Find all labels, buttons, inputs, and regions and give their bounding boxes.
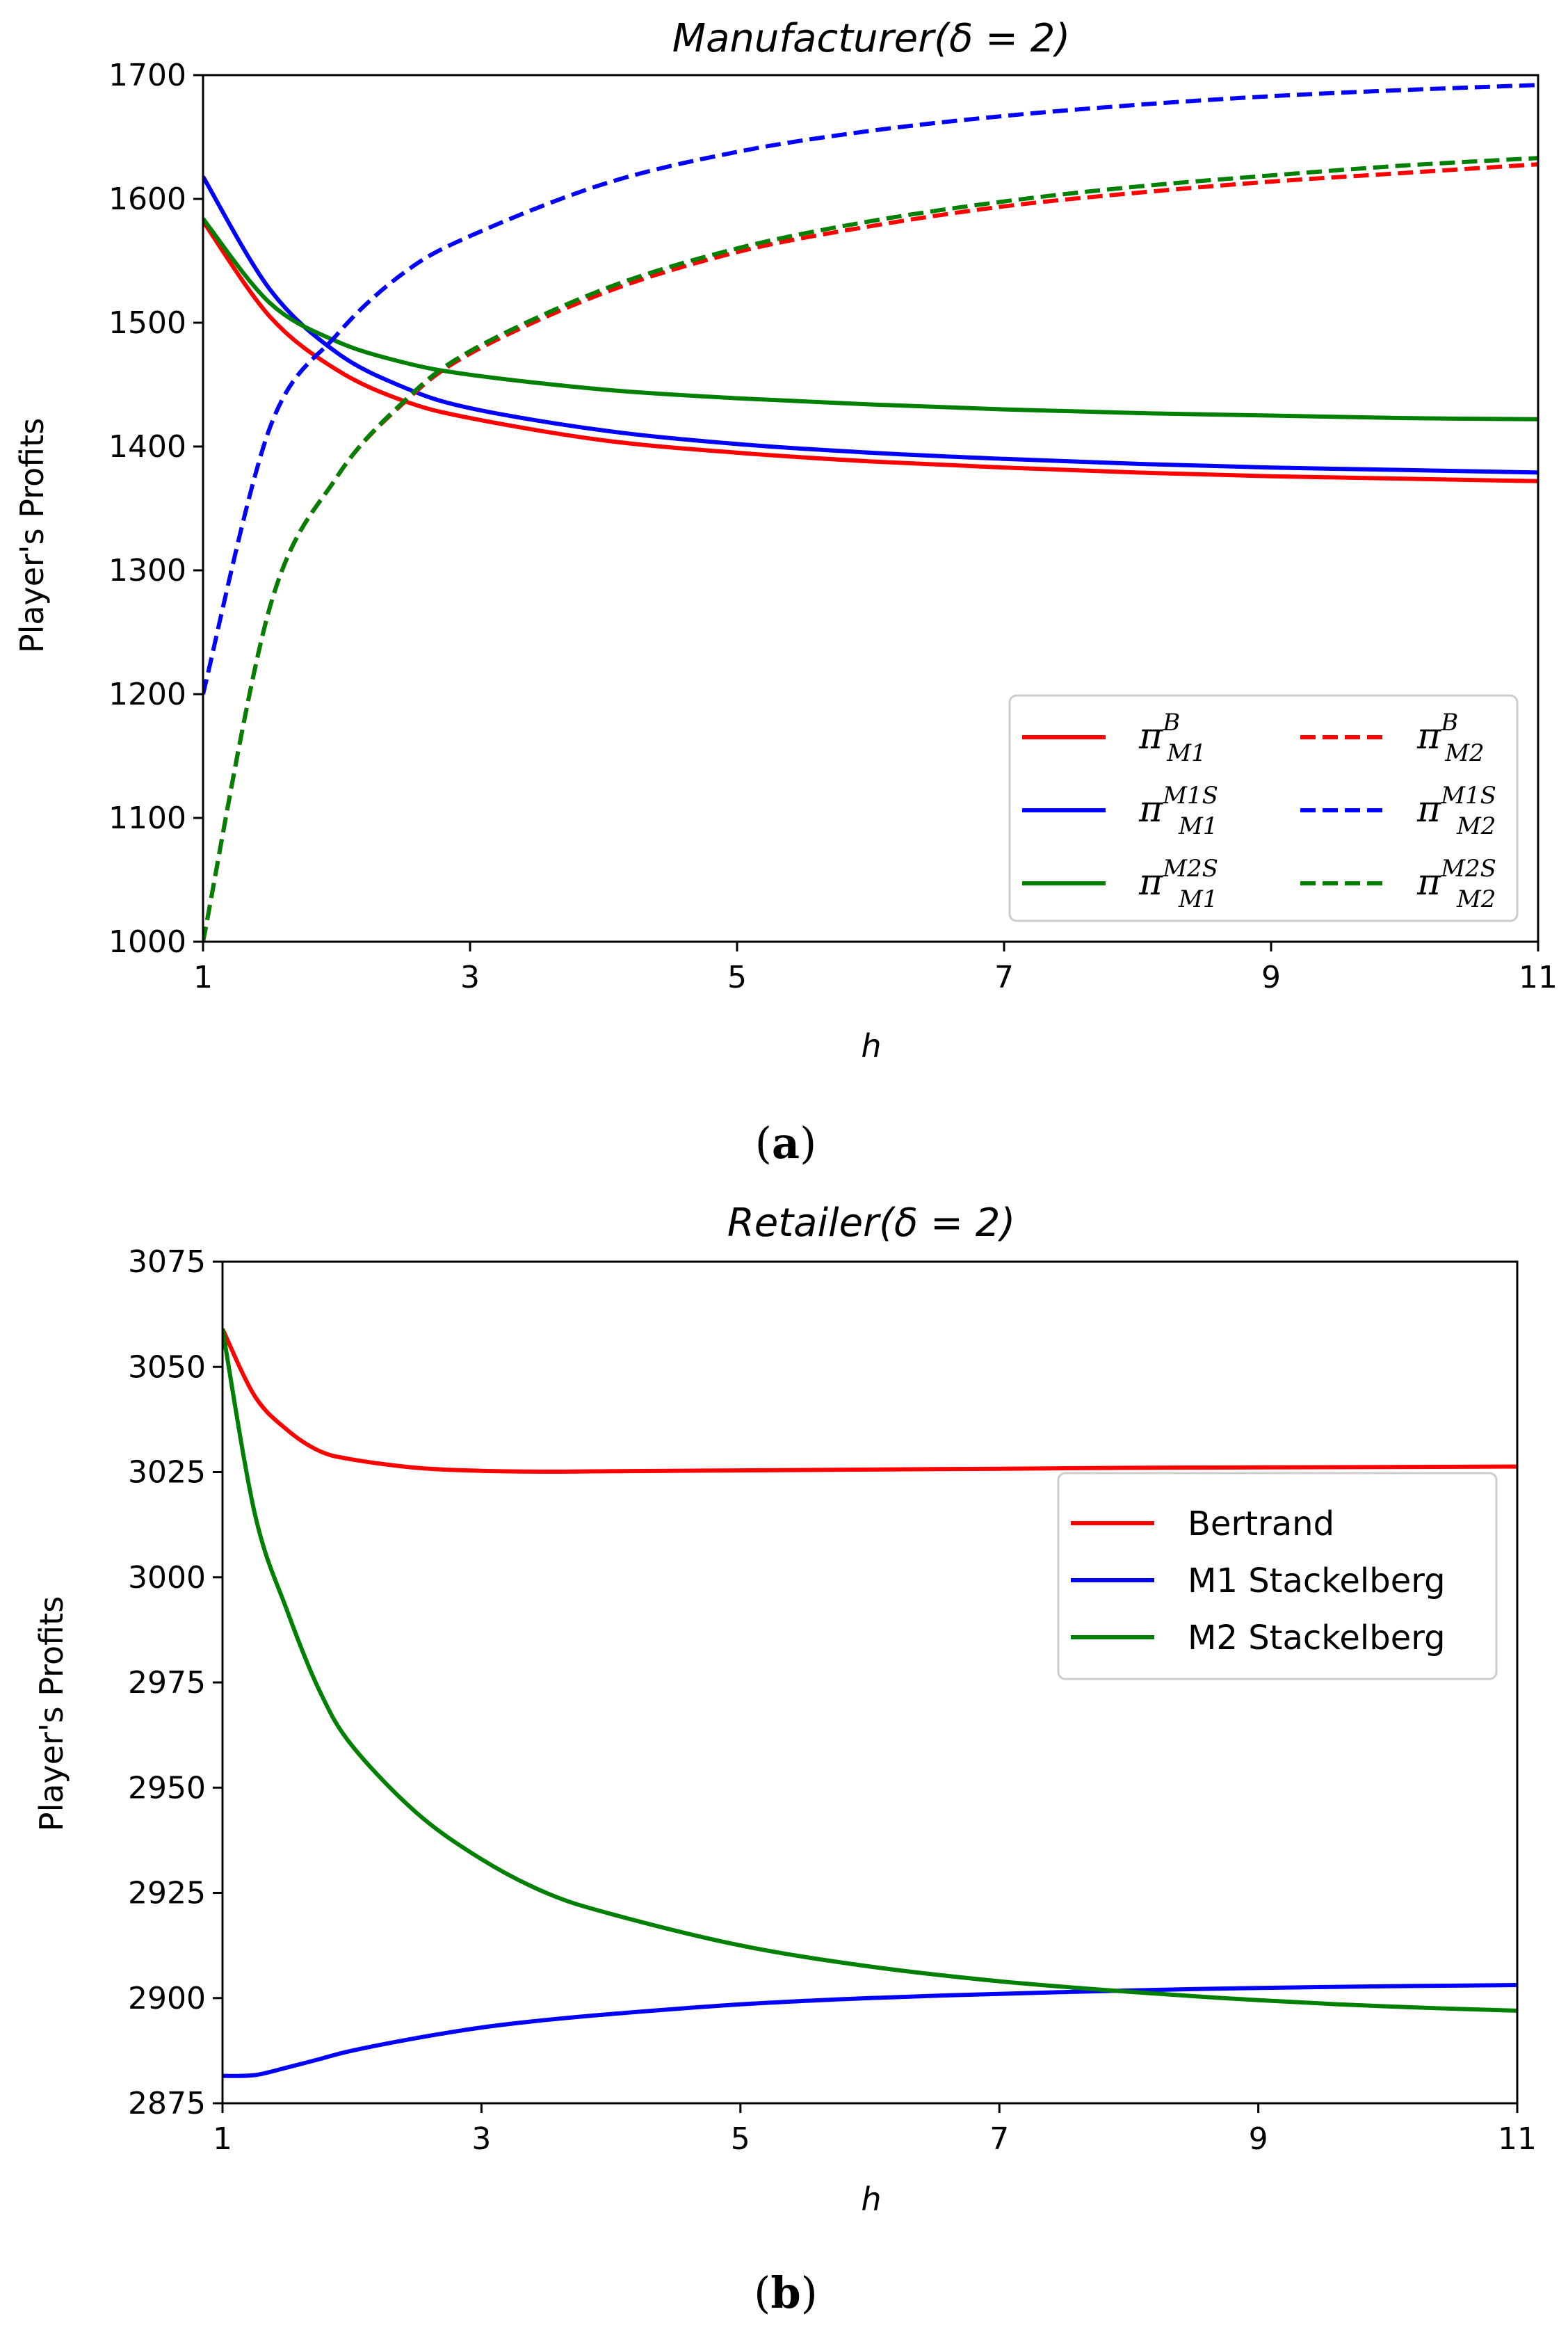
series-line-b-3 <box>223 1328 1517 2013</box>
y-tick-label: 2900 <box>128 1981 206 2016</box>
y-tick-label: 3025 <box>128 1455 206 1491</box>
y-tick-label: 1500 <box>108 305 186 341</box>
legend-label: M1 Stackelberg <box>1188 1561 1446 1600</box>
axes-frame <box>202 74 1539 943</box>
series-group <box>203 83 1538 942</box>
panel-b: Retailer(δ = 2) 1 3 5 7 9 11 2875 2900 2925 2950 2… <box>33 1200 1537 2318</box>
x-tick-label: 3 <box>460 960 480 995</box>
series-line-a-6 <box>203 156 1538 942</box>
series-line-a-2 <box>203 175 1538 475</box>
x-tick-label: 3 <box>471 2121 491 2157</box>
y-axis-label-b: Player's Profits <box>33 1596 70 1831</box>
y-tick-label: 2925 <box>128 1876 206 1911</box>
legend-a: πB M1 πM1S M1 πM2S M1 πB M2 πM1S M2 πM2S M2 <box>1008 694 1519 922</box>
y-tick-label: 1000 <box>108 924 186 960</box>
y-tick-label: 1200 <box>108 677 186 712</box>
x-tick-label: 1 <box>193 960 213 995</box>
x-axis-label-a: h <box>861 1027 881 1065</box>
legend-label: πB M2 <box>1416 709 1485 767</box>
x-tick-label: 9 <box>1249 2121 1268 2157</box>
x-tick-label: 11 <box>1519 960 1558 995</box>
legend-b: Bertrand M1 Stackelberg M2 Stackelberg <box>1057 1472 1498 1680</box>
y-tick-label: 1100 <box>108 801 186 836</box>
plot-area-a: 1 3 5 7 9 11 1000 1100 1200 1300 1400 1500 1600 1700 <box>108 58 1558 995</box>
x-tick-label: 9 <box>1261 960 1281 995</box>
series-line-b-2 <box>223 1983 1517 2078</box>
x-tick-label: 7 <box>994 960 1014 995</box>
y-tick-label: 1600 <box>108 182 186 217</box>
series-line-a-3 <box>203 217 1538 421</box>
series-line-b-1 <box>223 1328 1517 1474</box>
plot-area-b: 1 3 5 7 9 11 2875 2900 2925 2950 2975 3000 3025 3050 3… <box>128 1244 1537 2157</box>
x-tick-label: 1 <box>213 2121 232 2157</box>
y-tick-label: 3000 <box>128 1560 206 1596</box>
x-tick-label: 5 <box>731 2121 750 2157</box>
series-line-a-1 <box>203 220 1538 483</box>
y-tick-label: 3050 <box>128 1349 206 1385</box>
legend-label: M2 Stackelberg <box>1188 1618 1446 1657</box>
series-line-a-5 <box>203 83 1538 695</box>
legend-label: πM1S M1 <box>1138 782 1218 840</box>
legend-frame <box>1008 694 1519 922</box>
panel-label-a: (a) <box>755 1118 817 1168</box>
series-group <box>223 1328 1517 2078</box>
y-tick-label: 1300 <box>108 553 186 588</box>
chart-title-b: Retailer(δ = 2) <box>727 1200 1015 1246</box>
y-tick-label: 2950 <box>128 1770 206 1806</box>
panel-label-b: (b) <box>754 2267 818 2318</box>
y-axis-label-a: Player's Profits <box>13 418 51 653</box>
y-tick-label: 3075 <box>128 1244 206 1280</box>
x-tick-label: 7 <box>989 2121 1009 2157</box>
legend-label: Bertrand <box>1188 1504 1334 1543</box>
y-tick-label: 2975 <box>128 1665 206 1701</box>
legend-frame <box>1057 1472 1498 1680</box>
y-tick-label: 2875 <box>128 2086 206 2121</box>
y-tick-label: 1400 <box>108 429 186 465</box>
axes-frame <box>221 1260 1519 2105</box>
x-tick-label: 11 <box>1498 2121 1537 2157</box>
y-tick-label: 1700 <box>108 58 186 93</box>
panel-a: Manufacturer(δ = 2) 1 3 5 7 9 111000110012001… <box>13 16 1558 1168</box>
chart-title-a: Manufacturer(δ = 2) <box>672 16 1071 61</box>
legend-label: πM1S M2 <box>1416 782 1496 840</box>
legend-label: πM2S M1 <box>1138 855 1218 913</box>
legend-label: πM2S M2 <box>1416 855 1496 913</box>
x-tick-label: 5 <box>727 960 747 995</box>
x-axis-label-b: h <box>861 2180 881 2218</box>
legend-label: πB M1 <box>1138 709 1206 767</box>
